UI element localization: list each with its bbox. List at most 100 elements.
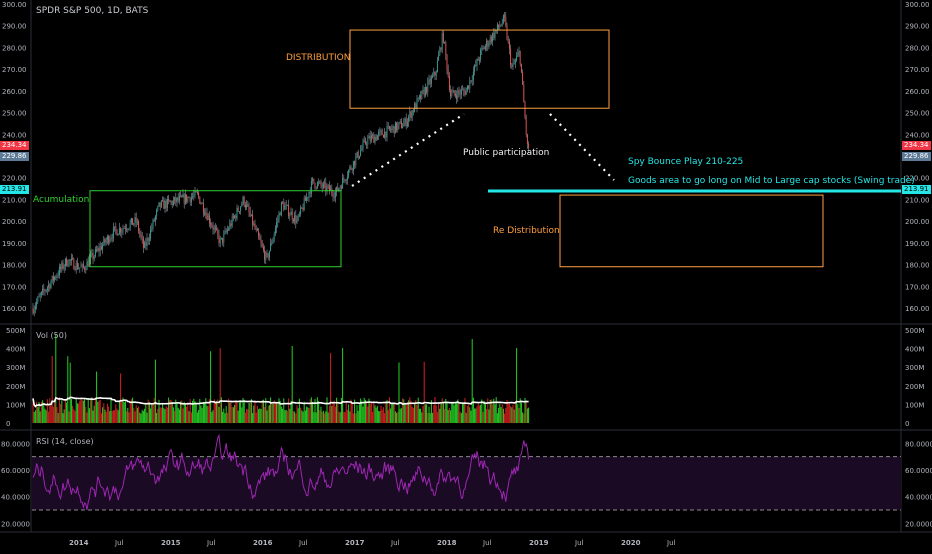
volume-bar — [390, 408, 392, 423]
volume-bar — [422, 406, 424, 423]
candle-body — [42, 288, 44, 292]
volume-pane-title[interactable]: Vol (50) — [36, 331, 67, 340]
distribution-zone-box[interactable] — [349, 29, 610, 109]
volume-bar — [38, 402, 40, 423]
volume-bar — [486, 408, 488, 423]
public-participation-label[interactable]: Public participation — [463, 148, 550, 158]
candle-body — [310, 181, 312, 194]
rsi-line[interactable] — [32, 433, 530, 511]
volume-bar — [334, 406, 336, 423]
accumulation-label[interactable]: Acumulation — [33, 195, 90, 205]
re-distribution-label[interactable]: Re Distribution — [493, 226, 560, 236]
time-axis[interactable]: 2014 Jul 2015 Jul 2016 Jul 2017 Jul 2018 Jul 2019 J… — [69, 539, 676, 547]
candle-body — [367, 138, 369, 145]
candle-body — [139, 231, 141, 234]
candle-body — [55, 276, 57, 278]
rsi-pane-title[interactable]: RSI (14, close) — [36, 437, 94, 446]
candle-body — [150, 229, 152, 239]
candle-body — [450, 90, 452, 97]
candle-body — [489, 37, 491, 44]
volume-bar — [266, 410, 268, 423]
volume-bar — [332, 403, 334, 423]
candle-body — [522, 72, 524, 85]
candle-body — [403, 123, 405, 127]
volume-bar — [363, 397, 365, 423]
candle-body — [502, 15, 504, 23]
volume-bar — [448, 407, 450, 423]
candle-body — [264, 250, 266, 260]
candle-body — [430, 77, 432, 84]
symbol-title[interactable]: SPDR S&P 500, 1D, BATS — [36, 6, 149, 16]
volume-bar — [506, 399, 508, 423]
volume-bar — [513, 409, 515, 423]
volume-bar — [307, 407, 309, 423]
candle-body — [321, 185, 323, 188]
candle-body — [505, 16, 507, 26]
candle-body — [100, 246, 102, 250]
volume-bar — [196, 412, 198, 423]
candle-body — [468, 85, 470, 89]
candle-body — [297, 214, 299, 220]
candle-body — [291, 211, 293, 220]
volume-tick-label: 500M — [6, 327, 25, 335]
volume-bar — [505, 407, 507, 423]
bounce-play-label[interactable]: Spy Bounce Play 210-225 — [628, 157, 744, 167]
volume-bar — [474, 408, 476, 423]
dotted-trend-line-up[interactable] — [351, 113, 465, 187]
price-candles[interactable] — [32, 11, 530, 317]
candle-body — [188, 197, 190, 199]
volume-bar — [296, 405, 298, 423]
price-tag-upper-right: 234.34 — [902, 141, 931, 150]
candle-body — [465, 90, 467, 95]
volume-bar — [121, 401, 123, 423]
rsi-tick-label: 20.0000 — [905, 520, 932, 528]
candle-body — [415, 103, 417, 109]
volume-bar — [466, 406, 468, 423]
candle-body — [349, 166, 351, 171]
candle-body — [45, 289, 47, 292]
candle-body — [470, 80, 472, 82]
candle-body — [404, 118, 406, 124]
candle-body — [74, 269, 76, 271]
volume-bar — [160, 407, 162, 423]
volume-bar — [230, 400, 232, 423]
dotted-trend-line-down[interactable] — [549, 113, 615, 181]
re-distribution-zone-box[interactable] — [559, 194, 824, 268]
distribution-label[interactable]: DISTRIBUTION — [286, 53, 351, 63]
price-tick-label: 260.00 — [905, 88, 930, 96]
candle-body — [262, 246, 264, 251]
candle-body — [115, 226, 117, 230]
volume-bars[interactable] — [32, 334, 530, 423]
candle-body — [214, 227, 216, 229]
goods-area-label[interactable]: Goods area to go long on Mid to Large ca… — [628, 176, 915, 186]
volume-bar — [146, 412, 148, 423]
candle-body — [189, 197, 191, 203]
candle-body — [337, 186, 339, 191]
candle-body — [506, 25, 508, 40]
candle-body — [448, 76, 450, 91]
volume-bar — [320, 406, 322, 423]
volume-bar — [450, 410, 452, 423]
volume-bar — [283, 398, 285, 423]
volume-bar — [298, 398, 300, 423]
candle-body — [158, 202, 160, 207]
volume-bar — [48, 411, 50, 423]
candle-body — [462, 89, 464, 91]
volume-bar — [36, 401, 38, 423]
candle-body — [379, 130, 381, 133]
volume-bar — [37, 407, 39, 423]
volume-bar — [240, 400, 242, 423]
price-axis-left[interactable]: 300.00 290.00 280.00 270.00 260.00 250.00 240.… — [2, 1, 27, 313]
candle-body — [266, 252, 268, 255]
volume-bar — [400, 407, 402, 423]
accumulation-zone-box[interactable] — [89, 190, 342, 268]
volume-bar — [284, 410, 286, 423]
volume-bar — [318, 401, 320, 423]
candle-body — [388, 126, 390, 130]
volume-bar — [452, 402, 454, 423]
candle-body — [212, 226, 214, 230]
candle-body — [85, 269, 87, 271]
candle-body — [63, 266, 65, 269]
